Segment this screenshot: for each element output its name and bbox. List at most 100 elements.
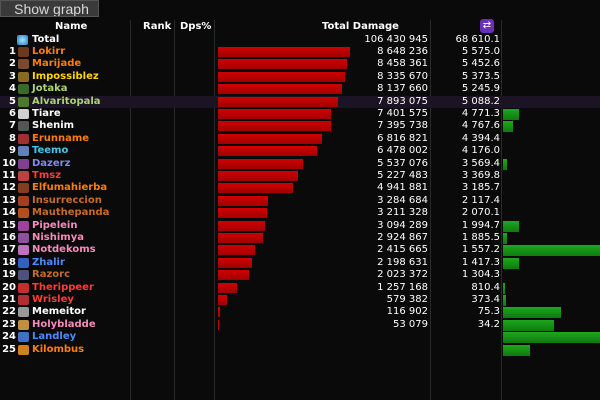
header-name[interactable]: Name bbox=[55, 21, 88, 32]
table-row[interactable]: 20 Therippeer 1 257 168 810.4 bbox=[0, 282, 600, 294]
header-rank[interactable]: Rank bbox=[143, 21, 172, 32]
table-row[interactable]: 2 Marijade 8 458 361 5 452.6 bbox=[0, 58, 600, 70]
graph-bar bbox=[503, 295, 506, 306]
player-name: Elfumahierba bbox=[32, 182, 108, 194]
table-row[interactable]: 6 Tiare 7 401 575 4 771.3 bbox=[0, 108, 600, 120]
table-row[interactable]: 22 Memeitor 116 902 75.3 bbox=[0, 306, 600, 319]
table-row[interactable]: 13 Insurreccion 3 284 684 2 117.4 bbox=[0, 195, 600, 207]
header-dps-pct[interactable]: Dps% bbox=[180, 21, 212, 32]
class-icon bbox=[18, 245, 29, 256]
damage-value: 8 137 660 bbox=[377, 83, 428, 95]
table-row[interactable]: 7 Shenim 7 395 738 4 767.6 bbox=[0, 120, 600, 133]
rank-number: 8 bbox=[9, 132, 16, 144]
rank-number: 10 bbox=[2, 157, 16, 169]
damage-bar bbox=[218, 183, 293, 194]
damage-value: 7 401 575 bbox=[377, 108, 428, 119]
rank-number: 5 bbox=[9, 95, 16, 107]
player-name: Jotaka bbox=[32, 83, 68, 95]
damage-value: 5 227 483 bbox=[377, 170, 428, 181]
rank-number: 22 bbox=[2, 306, 16, 318]
class-icon bbox=[18, 84, 29, 95]
table-row[interactable]: 1 Lokirr 8 648 236 5 575.0 bbox=[0, 46, 600, 58]
rank-number: 3 bbox=[9, 70, 16, 82]
graph-bar bbox=[503, 344, 530, 356]
player-name: Mauthepanda bbox=[32, 207, 110, 219]
table-row[interactable]: 4 Jotaka 8 137 660 5 245.9 bbox=[0, 83, 600, 95]
damage-bar bbox=[218, 84, 342, 95]
damage-value: 7 395 738 bbox=[377, 120, 428, 132]
player-name: Notdekoms bbox=[32, 244, 96, 256]
damage-value: 116 902 bbox=[386, 306, 428, 318]
class-icon bbox=[18, 121, 29, 132]
dps-value: 4 176.0 bbox=[461, 145, 500, 157]
table-row[interactable]: 15 Pipelein 3 094 289 1 994.7 bbox=[0, 220, 600, 232]
table-row[interactable]: 10 Dazerz 5 537 076 3 569.4 bbox=[0, 158, 600, 170]
player-name: Wrisley bbox=[32, 294, 74, 305]
damage-bar bbox=[218, 270, 249, 281]
player-name: Erunname bbox=[32, 132, 90, 144]
table-row[interactable]: 8 Erunname 6 816 821 4 394.4 bbox=[0, 133, 600, 145]
dps-value: 1 885.5 bbox=[461, 232, 500, 243]
table-row[interactable]: 3 Impossiblez 8 335 670 5 373.5 bbox=[0, 71, 600, 83]
graph-bar bbox=[503, 233, 507, 244]
player-name: Impossiblez bbox=[32, 70, 99, 82]
damage-bar bbox=[218, 171, 298, 181]
damage-bar bbox=[218, 307, 220, 318]
rank-number: 24 bbox=[2, 331, 16, 343]
damage-value: 3 284 684 bbox=[377, 194, 428, 206]
rank-number: 20 bbox=[2, 281, 16, 293]
dps-value: 3 569.4 bbox=[461, 157, 500, 169]
column-divider bbox=[130, 20, 131, 400]
class-icon bbox=[18, 208, 29, 219]
column-divider bbox=[174, 20, 175, 400]
rank-number: 17 bbox=[2, 244, 16, 256]
swap-icon[interactable]: ⇄ bbox=[480, 19, 494, 33]
player-name: Pipelein bbox=[32, 219, 78, 231]
graph-bar bbox=[503, 257, 519, 269]
table-row[interactable]: 24 Landley bbox=[0, 331, 600, 344]
table-row[interactable]: 9 Teemo 6 478 002 4 176.0 bbox=[0, 145, 600, 157]
class-icon bbox=[18, 332, 29, 343]
table-row[interactable]: 18 Zhalir 2 198 631 1 417.3 bbox=[0, 257, 600, 269]
table-row[interactable]: 11 Tmsz 5 227 483 3 369.8 bbox=[0, 170, 600, 182]
rank-number: 25 bbox=[2, 343, 16, 355]
damage-bar bbox=[218, 158, 303, 169]
table-row[interactable]: 5 Alvaritopala 7 893 075 5 088.2 bbox=[0, 95, 600, 108]
table-row[interactable]: 12 Elfumahierba 4 941 881 3 185.7 bbox=[0, 182, 600, 194]
table-row[interactable]: 23 Holybladde 53 079 34.2 bbox=[0, 319, 600, 331]
table-row[interactable]: 21 Wrisley 579 382 373.4 bbox=[0, 294, 600, 306]
rank-number: 6 bbox=[9, 108, 16, 119]
damage-value: 3 211 328 bbox=[377, 207, 428, 219]
dps-value: 1 304.3 bbox=[461, 269, 500, 281]
damage-bar bbox=[218, 71, 345, 82]
dps-value: 5 088.2 bbox=[461, 95, 500, 107]
table-row[interactable]: 25 Kilombus bbox=[0, 344, 600, 356]
table-row[interactable]: 19 Razorc 2 023 372 1 304.3 bbox=[0, 269, 600, 281]
rank-number: 1 bbox=[9, 46, 16, 57]
total-damage: 106 430 945 bbox=[364, 34, 428, 45]
class-icon bbox=[18, 307, 29, 318]
class-icon bbox=[18, 146, 29, 157]
player-name: Therippeer bbox=[32, 281, 94, 293]
show-graph-button[interactable]: Show graph bbox=[0, 0, 99, 17]
damage-bar bbox=[218, 233, 263, 243]
table-row[interactable]: 16 Nishimya 2 924 867 1 885.5 bbox=[0, 232, 600, 244]
total-row: Total 106 430 945 68 610.1 bbox=[0, 34, 600, 46]
header-total-damage[interactable]: Total Damage bbox=[322, 21, 399, 32]
dps-value: 5 575.0 bbox=[461, 46, 500, 57]
player-name: Teemo bbox=[32, 145, 69, 157]
dps-value: 5 245.9 bbox=[461, 83, 500, 95]
dps-value: 5 373.5 bbox=[461, 70, 500, 82]
damage-value: 2 023 372 bbox=[377, 269, 428, 281]
damage-value: 4 941 881 bbox=[377, 182, 428, 194]
dps-value: 3 185.7 bbox=[461, 182, 500, 194]
class-icon bbox=[18, 109, 29, 119]
class-icon bbox=[18, 282, 29, 293]
player-name: Nishimya bbox=[32, 232, 84, 243]
table-row[interactable]: 14 Mauthepanda 3 211 328 2 070.1 bbox=[0, 207, 600, 219]
damage-bar bbox=[218, 195, 268, 206]
damage-value: 6 478 002 bbox=[377, 145, 428, 157]
column-divider bbox=[214, 20, 215, 400]
damage-bar bbox=[218, 146, 317, 157]
table-row[interactable]: 17 Notdekoms 2 415 665 1 557.2 bbox=[0, 244, 600, 257]
